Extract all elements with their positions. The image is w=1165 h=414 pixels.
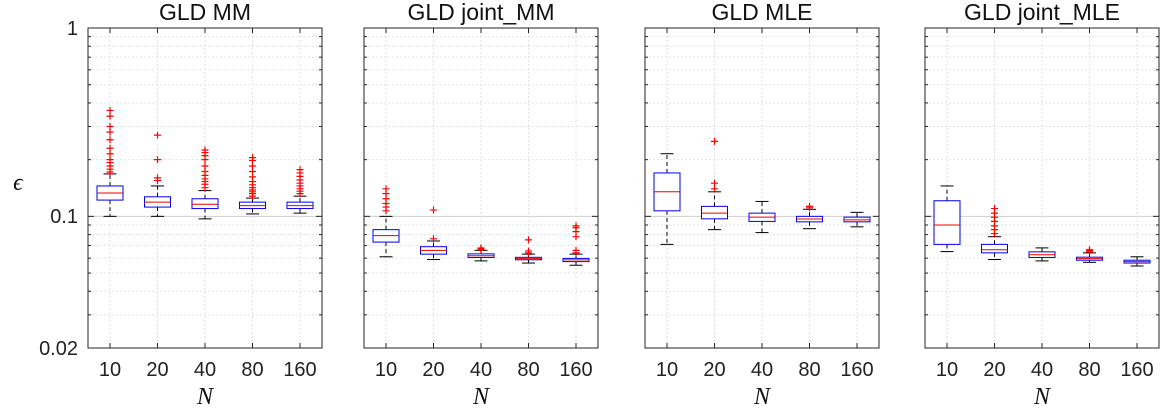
- outlier-marker: [711, 137, 718, 145]
- outlier-marker: [430, 235, 437, 243]
- panel-title: GLD joint_MLE: [964, 0, 1120, 25]
- y-tick-label-0.1: 0.1: [50, 206, 78, 228]
- outlier-marker: [106, 156, 114, 164]
- outlier-marker: [154, 174, 161, 182]
- x-tick-label-10: 10: [99, 359, 121, 381]
- y-tick-label-0.02: 0.02: [39, 338, 78, 360]
- x-tick-label-160: 160: [559, 359, 592, 381]
- box-20: [144, 131, 171, 217]
- outlier-marker: [154, 156, 161, 164]
- x-axis-label: N: [472, 384, 491, 410]
- box-10: [933, 185, 961, 253]
- x-tick-label-160: 160: [283, 359, 316, 381]
- box-10: [372, 185, 400, 258]
- x-tick-label-40: 40: [1031, 359, 1053, 381]
- box-160: [562, 222, 590, 266]
- box-160: [286, 166, 314, 214]
- box-80: [1076, 246, 1103, 263]
- box-40: [467, 244, 495, 262]
- box-body: [701, 205, 728, 220]
- outlier-marker: [106, 122, 114, 130]
- outlier-marker: [525, 236, 532, 244]
- box-body: [191, 198, 219, 210]
- x-tick-label-20: 20: [422, 359, 444, 381]
- panel-4: 10 20 40 80 160 GLD joint_MLE N: [924, 0, 1160, 410]
- box-body: [981, 243, 1008, 254]
- box-80: [239, 154, 266, 215]
- x-axis-label: N: [753, 384, 772, 410]
- panel-title: GLD joint_MM: [408, 0, 555, 25]
- outlier-marker: [806, 202, 813, 210]
- outlier-marker: [572, 246, 580, 254]
- x-axis-label: N: [1033, 384, 1052, 410]
- box-10: [653, 153, 681, 245]
- x-tick-label-20: 20: [146, 359, 168, 381]
- panel-2: 10 20 40 80 160 GLD joint_MM N: [363, 0, 599, 410]
- outlier-marker: [711, 179, 718, 187]
- panel-title: GLD MM: [159, 0, 251, 25]
- outlier-marker: [106, 136, 114, 144]
- y-tick-label-1: 1: [67, 18, 78, 40]
- x-tick-label-40: 40: [194, 359, 216, 381]
- panel-3: 10 20 40 80 160 GLD MLE N: [644, 0, 880, 410]
- box-80: [796, 202, 823, 230]
- box-20: [420, 206, 447, 261]
- outlier-marker: [1086, 246, 1093, 254]
- x-tick-label-10: 10: [936, 359, 958, 381]
- outlier-marker: [106, 144, 114, 152]
- box-body: [933, 200, 961, 245]
- box-40: [1028, 247, 1056, 262]
- x-tick-label-10: 10: [656, 359, 678, 381]
- box-20: [701, 137, 728, 231]
- box-20: [981, 205, 1008, 261]
- x-tick-label-20: 20: [983, 359, 1005, 381]
- x-tick-label-160: 160: [840, 359, 873, 381]
- x-tick-label-40: 40: [751, 359, 773, 381]
- x-tick-label-160: 160: [1120, 359, 1153, 381]
- panel-title: GLD MLE: [712, 0, 813, 25]
- outlier-marker: [154, 131, 161, 139]
- x-tick-label-80: 80: [1078, 359, 1100, 381]
- x-tick-label-10: 10: [375, 359, 397, 381]
- x-tick-label-80: 80: [517, 359, 539, 381]
- outlier-marker: [525, 247, 532, 255]
- outlier-marker: [106, 106, 114, 114]
- box-40: [748, 200, 776, 234]
- x-tick-label-40: 40: [470, 359, 492, 381]
- outlier-marker: [430, 206, 437, 214]
- outlier-marker: [201, 146, 209, 154]
- box-10: [96, 106, 124, 217]
- x-axis-label: N: [196, 384, 215, 410]
- outlier-marker: [572, 222, 580, 230]
- outlier-marker: [382, 185, 390, 193]
- outlier-marker: [249, 154, 256, 162]
- box-40: [191, 146, 219, 220]
- x-tick-label-20: 20: [703, 359, 725, 381]
- x-tick-label-80: 80: [241, 359, 263, 381]
- y-axis-label: ϵ: [13, 170, 24, 196]
- box-80: [515, 236, 542, 264]
- outlier-marker: [477, 244, 485, 252]
- x-tick-label-80: 80: [798, 359, 820, 381]
- outlier-marker: [201, 162, 209, 170]
- outlier-marker: [296, 166, 304, 174]
- outlier-marker: [991, 205, 998, 213]
- panel-1: 10 20 40 80 160 GLD MM N: [87, 0, 323, 410]
- box-160: [843, 211, 871, 228]
- box-160: [1123, 256, 1151, 267]
